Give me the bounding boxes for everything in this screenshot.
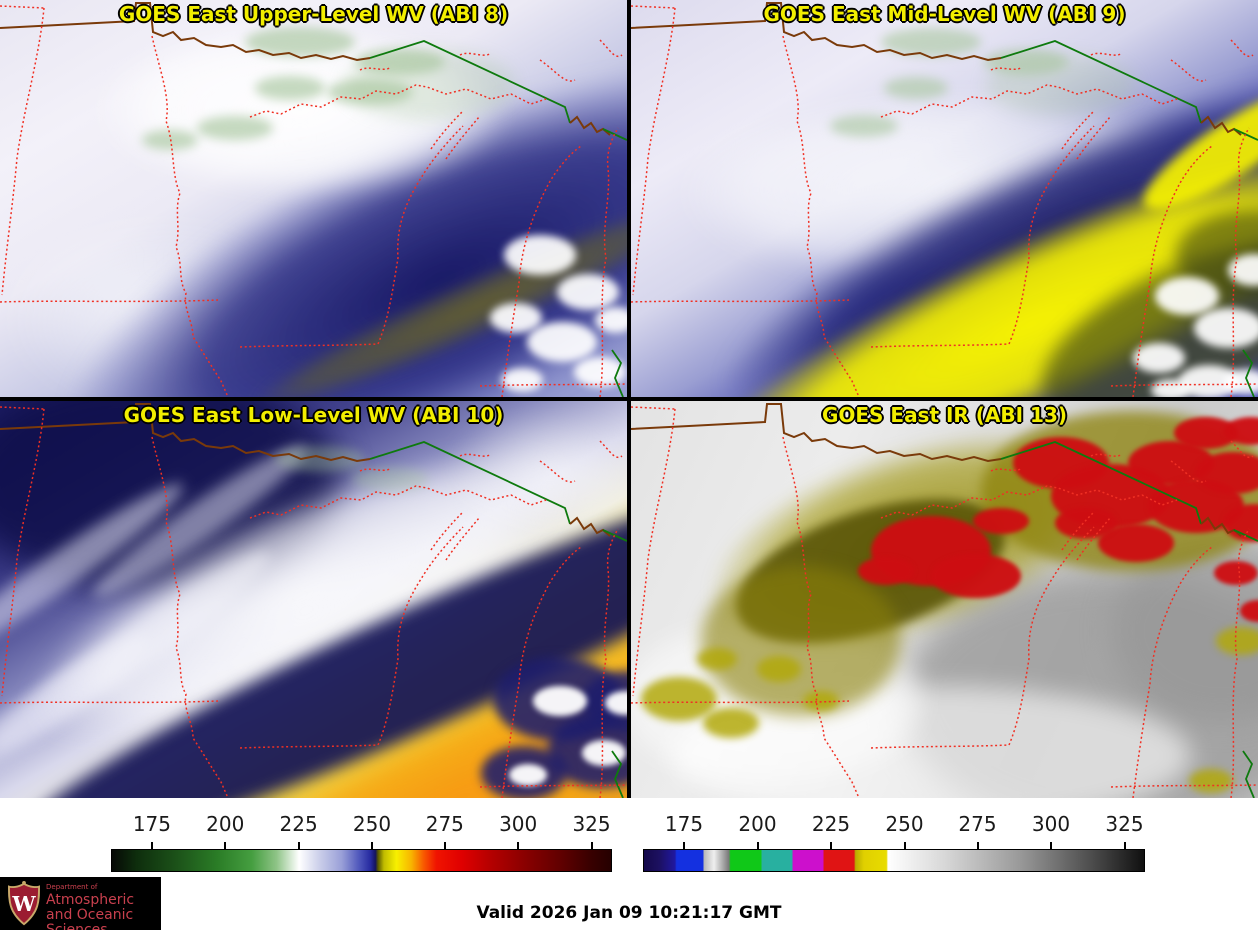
panel-title-abi9: GOES East Mid-Level WV (ABI 9) <box>763 2 1126 26</box>
panel-title-abi10: GOES East Low-Level WV (ABI 10) <box>123 403 504 427</box>
colorbar-tick-mark <box>830 842 832 849</box>
footer: W Department of Atmospheric and Oceanic … <box>0 875 1258 930</box>
logo-line3: and Oceanic Sciences <box>46 907 134 930</box>
crest-letter: W <box>11 892 36 916</box>
colorbar-tick-mark <box>1050 842 1052 849</box>
colorbar-tick-mark <box>756 842 759 849</box>
colorbar-tick-label: 250 <box>352 812 392 836</box>
colorbar-tick-label: 175 <box>664 812 704 836</box>
colorbar-tick-label: 225 <box>279 812 318 836</box>
panel-title-abi8: GOES East Upper-Level WV (ABI 8) <box>118 2 509 26</box>
panel-ir: GOES East IR (ABI 13) <box>631 401 1258 798</box>
colorbar-ir-gradient <box>643 849 1145 872</box>
panel-low-level-wv: GOES East Low-Level WV (ABI 10) <box>0 401 627 798</box>
colorbar-tick-mark <box>370 842 373 849</box>
aos-logo: W Department of Atmospheric and Oceanic … <box>0 877 161 930</box>
colorbar-tick-mark <box>443 842 446 849</box>
colorbar-tick-mark <box>683 842 685 849</box>
colorbar-tick-mark <box>590 842 593 849</box>
logo-dept-line: Department of <box>46 883 98 891</box>
colorbar-tick-label: 300 <box>499 812 538 836</box>
colorbar-tick-mark <box>903 842 906 849</box>
colorbar-tick-label: 225 <box>811 812 851 836</box>
colorbar-tick-label: 325 <box>1105 812 1144 836</box>
colorbar-tick-label: 200 <box>206 812 245 836</box>
colorbar-tick-mark <box>517 842 520 849</box>
colorbar-tick-label: 250 <box>885 812 924 836</box>
colorbar-tick-mark <box>150 842 153 849</box>
colorbar-wv: 175 200 225 250 275 300 325 <box>111 798 612 875</box>
colorbar-tick-label: 275 <box>958 812 997 836</box>
colorbar-tick-mark <box>1123 842 1126 849</box>
logo-line2: Atmospheric <box>46 892 135 908</box>
panel-grid: GOES East Upper-Level WV (ABI 8) <box>0 0 1258 798</box>
panel-upper-level-wv: GOES East Upper-Level WV (ABI 8) <box>0 0 627 397</box>
colorbar-tick-label: 275 <box>425 812 464 836</box>
colorbar-tick-label: 175 <box>132 812 171 836</box>
panel-mid-level-wv: GOES East Mid-Level WV (ABI 9) <box>631 0 1258 397</box>
colorbar-tick-label: 200 <box>738 812 777 836</box>
logo-text: Department of Atmospheric and Oceanic Sc… <box>46 883 161 930</box>
colorbar-tick-label: 325 <box>572 812 611 836</box>
satellite-imagery-abi9 <box>631 0 1258 397</box>
satellite-imagery-abi10 <box>0 401 627 798</box>
valid-timestamp: Valid 2026 Jan 09 10:21:17 GMT <box>476 903 782 923</box>
colorbar-ir: 175 200 225 250 275 300 325 <box>643 798 1145 875</box>
satellite-imagery-abi8 <box>0 0 627 397</box>
colorbar-tick-mark <box>976 842 979 849</box>
satellite-imagery-abi13 <box>631 401 1258 798</box>
colorbar-tick-mark <box>297 842 300 849</box>
colorbar-strip: 175 200 225 250 275 300 325 175 200 225 250 275 300… <box>0 798 1258 875</box>
colorbar-tick-label: 300 <box>1031 812 1071 836</box>
colorbar-tick-mark <box>224 842 227 849</box>
uw-crest-icon: W <box>8 880 40 926</box>
colorbar-wv-gradient <box>111 849 612 872</box>
panel-title-abi13: GOES East IR (ABI 13) <box>821 403 1068 427</box>
